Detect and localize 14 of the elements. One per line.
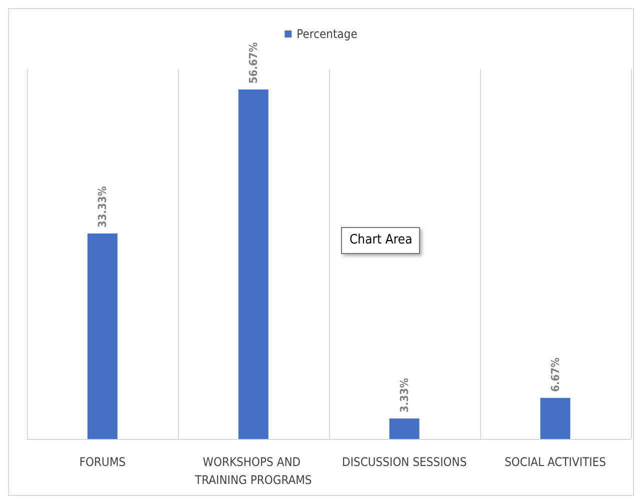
x-tick-label: FORUMS bbox=[79, 455, 126, 469]
data-label: 33.33% bbox=[96, 186, 109, 228]
data-label: 3.33% bbox=[398, 378, 411, 412]
bar bbox=[540, 398, 570, 439]
bar bbox=[238, 90, 268, 439]
bar bbox=[87, 233, 118, 439]
legend-label: Percentage bbox=[296, 27, 358, 41]
x-tick-label: SOCIAL ACTIVITIES bbox=[504, 455, 606, 469]
x-tick-label: WORKSHOPS AND TRAINING PROGRAMS bbox=[194, 455, 312, 487]
data-label: 6.67% bbox=[548, 357, 562, 392]
x-tick-label: DISCUSSION SESSIONS bbox=[342, 455, 467, 469]
bar bbox=[389, 418, 420, 439]
annotation: Chart Area bbox=[350, 232, 412, 248]
data-label: 56.67% bbox=[246, 42, 260, 84]
